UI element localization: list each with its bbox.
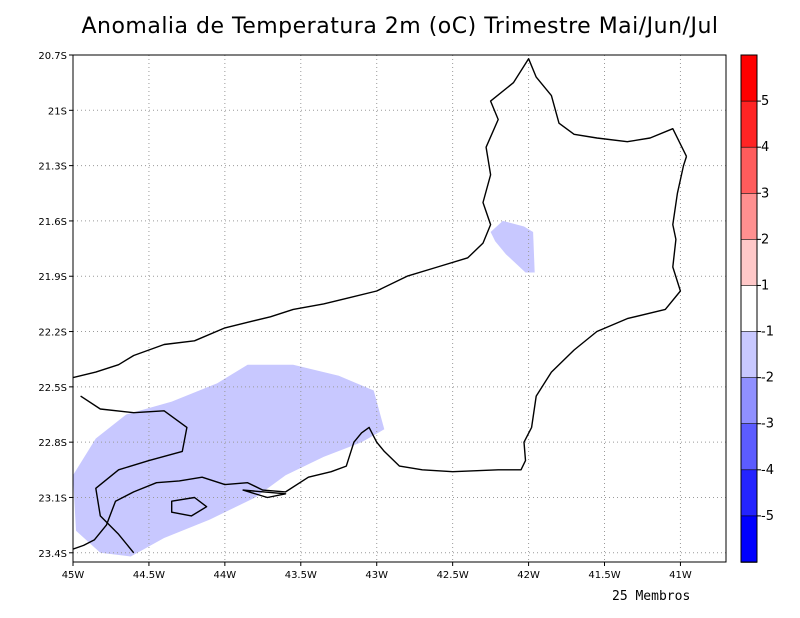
lon-tick-label: 45W: [62, 570, 85, 581]
lon-tick-label: 41.5W: [588, 570, 620, 581]
colorbar-bin: [740, 423, 758, 471]
colorbar-tick-label: -1: [761, 325, 774, 340]
lon-tick-label: 41W: [669, 570, 692, 581]
colorbar-bin: [740, 100, 758, 148]
lat-tick-label: 23.1S: [38, 493, 67, 504]
colorbar-bin: [740, 377, 758, 425]
colorbar-tick-label: -4: [761, 463, 774, 478]
colorbar-bin: [740, 285, 758, 333]
colorbar-bin: [740, 469, 758, 517]
colorbar-tick-label: 4: [761, 140, 769, 155]
southwest-negative-anomaly: [73, 364, 385, 557]
lat-tick-label: 21.3S: [38, 162, 67, 173]
lon-tick-label: 43W: [365, 570, 388, 581]
colorbar-tick-label: -3: [761, 417, 774, 432]
lon-tick-label: 42W: [517, 570, 540, 581]
colorbar-bin: [740, 193, 758, 241]
boundary-lines: [73, 58, 688, 554]
colorbar-tick-label: 1: [761, 278, 769, 293]
colorbar-tick-label: 5: [761, 94, 769, 109]
colorbar-tick-label: -2: [761, 371, 774, 386]
colorbar: -5 -4 -3 -2 -1 1 2 3 4 5: [740, 54, 774, 563]
state-border: [73, 58, 688, 379]
ensemble-members-note: 25 Membros: [612, 589, 691, 604]
colorbar-bin: [740, 331, 758, 379]
lon-tick-label: 44W: [214, 570, 237, 581]
lon-tick-label: 44.5W: [133, 570, 165, 581]
lat-tick-label: 22.8S: [38, 438, 67, 449]
plot-frame: [72, 54, 727, 563]
colorbar-bin: [740, 54, 758, 102]
colorbar-bin: [740, 146, 758, 195]
lon-tick-label: 43.5W: [285, 570, 317, 581]
island-1: [242, 489, 287, 499]
axis-ticks: 45W 44.5W 44W 43.5W 43W 42.5W 42W 41.5W 41W 20.7S…: [38, 51, 691, 581]
map-title: Anomalia de Temperatura 2m (oC) Trimestr…: [81, 14, 719, 39]
anomaly-regions: [73, 220, 535, 557]
lat-tick-label: 20.7S: [38, 51, 67, 62]
colorbar-bin: [740, 515, 758, 563]
lat-tick-label: 22.5S: [38, 383, 67, 394]
lat-tick-label: 21.6S: [38, 217, 67, 228]
colorbar-tick-label: 3: [761, 186, 769, 201]
coastline: [73, 156, 688, 550]
northeast-negative-anomaly: [490, 220, 535, 273]
lat-tick-label: 21.9S: [38, 272, 67, 283]
colorbar-frame: [740, 54, 758, 563]
west-border: [80, 395, 188, 554]
colorbar-tick-label: 2: [761, 232, 769, 247]
island-0: [170, 496, 208, 517]
colorbar-tick-label: -5: [761, 509, 774, 524]
lat-tick-label: 21S: [48, 106, 67, 117]
colorbar-bin: [740, 239, 758, 287]
lat-tick-label: 22.2S: [38, 328, 67, 339]
lat-tick-label: 23.4S: [38, 549, 67, 560]
lon-tick-label: 42.5W: [437, 570, 469, 581]
